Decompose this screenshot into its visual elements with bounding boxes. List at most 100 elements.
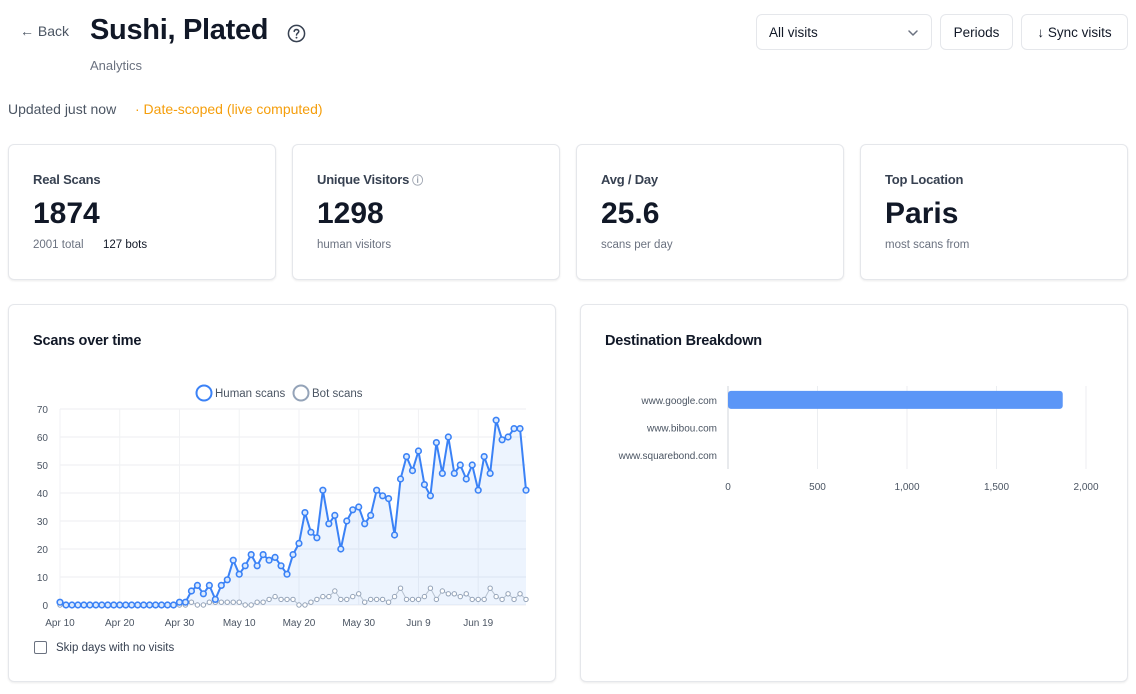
x-tick-label: 1,000 — [894, 482, 919, 493]
bot-scans-point — [433, 596, 440, 603]
bot-scans-point — [469, 596, 475, 603]
x-tick-label: 0 — [725, 482, 731, 493]
human-scans-point — [80, 601, 88, 609]
x-tick-label: 2,000 — [1073, 482, 1098, 493]
human-scans-point — [140, 601, 148, 609]
periods-button[interactable]: Periods — [940, 14, 1013, 50]
human-scans-point — [384, 495, 393, 503]
human-scans-point — [181, 598, 190, 606]
human-scans-point — [325, 520, 333, 528]
bot-scans-point — [475, 596, 481, 603]
skip-empty-days-checkbox[interactable] — [34, 641, 47, 654]
bot-scans-point — [236, 599, 242, 605]
human-scans-point — [414, 447, 423, 455]
stat-sub: human visitors — [317, 239, 392, 251]
info-icon[interactable]: ⓘ — [412, 175, 423, 187]
chevron-down-icon — [908, 30, 918, 36]
human-scans-point — [146, 601, 154, 609]
y-tick-label: 40 — [37, 489, 49, 500]
human-scans-point — [134, 601, 142, 609]
x-tick-label: Apr 20 — [105, 618, 135, 629]
back-link[interactable]: ← Back — [20, 23, 70, 39]
legend-marker — [195, 384, 213, 402]
help-icon[interactable] — [287, 24, 306, 43]
bot-scans-point — [356, 591, 362, 597]
human-scans-point — [86, 601, 94, 609]
stat-label: Top Location — [885, 172, 964, 187]
human-scans-point — [390, 531, 399, 539]
stat-label: Avg / Day — [601, 172, 658, 187]
human-scans-point — [199, 590, 207, 598]
human-scans-point — [510, 424, 518, 433]
bot-scans-point — [332, 588, 338, 594]
stat-sub: most scans from — [885, 239, 970, 251]
human-scans-point — [235, 570, 243, 578]
human-scans-point — [74, 601, 82, 609]
stat-bots: 127 bots — [103, 239, 148, 251]
panel-title: Destination Breakdown — [605, 333, 762, 349]
stat-value: 1874 — [33, 197, 100, 230]
stat-sub: scans per day — [601, 239, 673, 251]
bot-scans-point — [206, 599, 213, 605]
human-scans-point — [480, 453, 488, 461]
bot-scans-point — [499, 596, 505, 603]
stat-card-top-location: Top Location Paris most scans from — [860, 144, 1128, 280]
category-label: www.squarebond.com — [618, 451, 717, 462]
bot-scans-point — [272, 593, 278, 600]
human-scans-point — [116, 601, 124, 609]
stat-label: Unique Visitors ⓘ — [317, 172, 423, 188]
sync-visits-button[interactable]: ↓ Sync visits — [1021, 14, 1128, 50]
updated-status: Updated just now — [8, 101, 117, 117]
stat-value: 1298 — [317, 197, 384, 230]
visits-filter-select[interactable]: All visits — [756, 14, 932, 50]
human-scans-point — [373, 486, 381, 494]
bot-scans-point — [266, 596, 272, 603]
stat-card-real-scans: Real Scans 1874 2001 total 127 bots — [8, 144, 276, 280]
x-tick-label: Apr 30 — [165, 618, 195, 629]
y-tick-label: 60 — [37, 433, 49, 444]
stat-card-unique-visitors: Unique Visitors ⓘ 1298 human visitors — [292, 144, 560, 280]
human-scans-point — [474, 486, 482, 494]
x-tick-label: 1,500 — [984, 482, 1009, 493]
human-scans-point — [223, 576, 231, 584]
bot-scans-point — [517, 591, 523, 597]
human-scans-point — [349, 506, 357, 514]
y-tick-label: 10 — [37, 573, 49, 584]
human-scans-point — [343, 517, 351, 525]
bot-scans-point — [361, 599, 368, 605]
stat-card-avg-day: Avg / Day 25.6 scans per day — [576, 144, 844, 280]
x-tick-label: May 10 — [223, 618, 256, 629]
human-scans-point — [265, 556, 273, 564]
bot-scans-point — [427, 585, 434, 591]
bot-scans-point — [224, 599, 230, 605]
human-scans-point — [247, 551, 255, 559]
category-label: www.google.com — [640, 396, 717, 407]
bot-scans-point — [188, 599, 195, 605]
human-scans-point — [450, 469, 458, 477]
destination-bar — [728, 390, 1063, 409]
bot-scans-point — [415, 596, 422, 603]
bot-scans-point — [314, 596, 320, 603]
human-scans-point — [438, 469, 446, 477]
human-scans-point — [420, 481, 429, 489]
bot-scans-point — [403, 596, 410, 603]
bot-scans-point — [200, 602, 207, 608]
bot-scans-point — [194, 602, 201, 608]
human-scans-point — [175, 598, 184, 606]
bot-scans-point — [421, 593, 428, 600]
human-scans-point — [301, 509, 309, 517]
bot-scans-point — [397, 585, 404, 591]
legend-marker — [292, 384, 310, 402]
bot-scans-point — [320, 593, 326, 600]
human-scans-point — [283, 570, 291, 578]
human-scans-point — [151, 601, 160, 609]
human-scans-point — [92, 601, 100, 609]
skip-empty-days-toggle[interactable]: Skip days with no visits — [34, 641, 174, 654]
bot-scans-point — [296, 602, 302, 608]
stat-label: Real Scans — [33, 172, 101, 187]
human-scans-point — [169, 601, 178, 609]
human-scans-point — [289, 551, 297, 559]
human-scans-point — [211, 595, 219, 604]
bot-scans-point — [302, 602, 308, 608]
bot-scans-point — [487, 585, 493, 591]
